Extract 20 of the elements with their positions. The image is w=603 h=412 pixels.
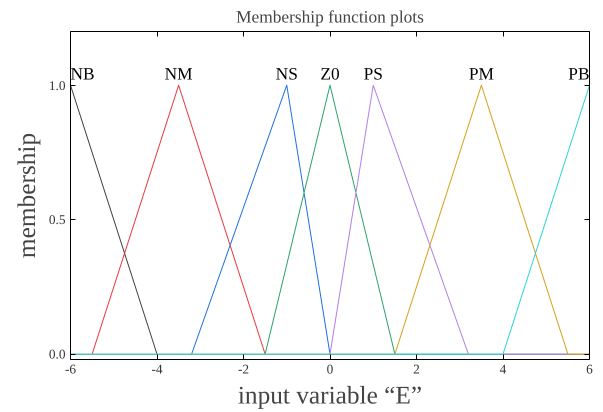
x-tick-label: -6: [64, 362, 76, 376]
y-axis-title: membership: [12, 132, 41, 258]
series-label: PS: [364, 64, 383, 84]
series-label: NM: [164, 64, 193, 84]
series-label: PB: [568, 64, 590, 84]
x-tick-label: -4: [151, 362, 163, 376]
series-label: Z0: [320, 64, 340, 84]
x-tick-label: 6: [586, 362, 594, 376]
y-tick-label: 0.5: [48, 212, 66, 228]
chart-title: Membership function plots: [236, 8, 424, 26]
series-label: PM: [468, 64, 494, 84]
series-label: NS: [276, 64, 298, 84]
y-tick-label: 0.0: [48, 346, 66, 362]
x-tick-label: 2: [413, 362, 420, 376]
y-tick-label: 1.0: [48, 78, 66, 93]
x-tick-label: 0: [326, 362, 334, 376]
x-tick-label: -2: [238, 362, 250, 376]
series-label: NB: [70, 64, 95, 84]
x-tick-label: 4: [500, 362, 507, 376]
x-axis-title: input variable “E”: [238, 382, 422, 410]
